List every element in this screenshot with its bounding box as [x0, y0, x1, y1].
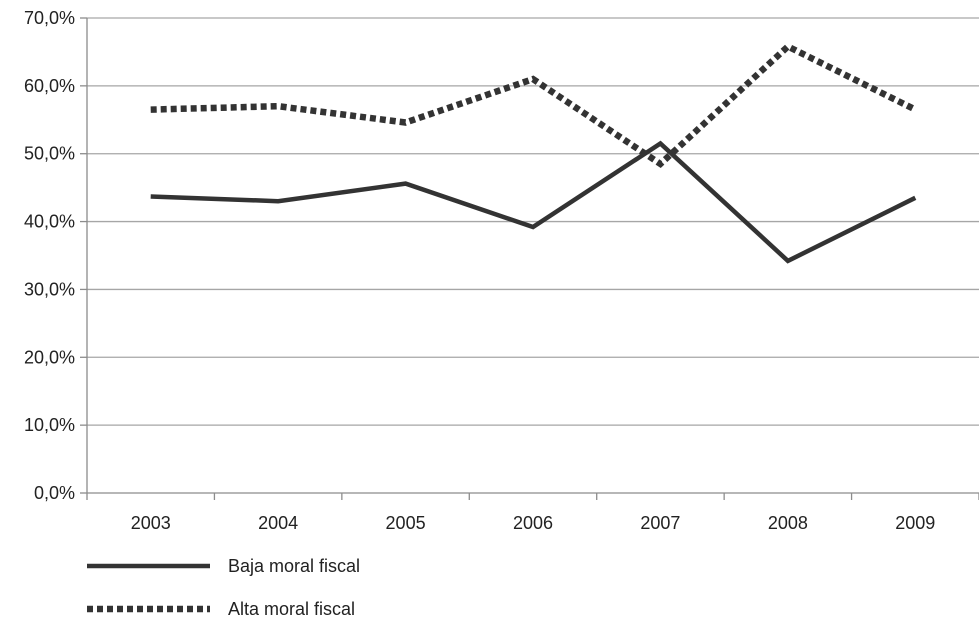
y-tick-label: 10,0% — [24, 415, 75, 435]
x-axis: 2003 2004 2005 2006 2007 2008 2009 — [86, 492, 979, 533]
y-tick-label: 40,0% — [24, 212, 75, 232]
y-tick-label: 20,0% — [24, 347, 75, 367]
x-tick-label: 2003 — [131, 513, 171, 533]
y-tick-label: 50,0% — [24, 144, 75, 164]
legend: Baja moral fiscal Alta moral fiscal — [87, 556, 360, 619]
y-tick-label: 60,0% — [24, 76, 75, 96]
data-point — [913, 107, 918, 112]
y-tick-label: 0,0% — [34, 483, 75, 503]
legend-label: Alta moral fiscal — [228, 599, 355, 619]
y-tick-label: 30,0% — [24, 279, 75, 299]
x-tick-label: 2008 — [768, 513, 808, 533]
gridlines — [87, 17, 979, 426]
x-tick-label: 2007 — [640, 513, 680, 533]
x-tick-label: 2004 — [258, 513, 298, 533]
series-line-solid — [150, 140, 917, 264]
x-tick-label: 2005 — [386, 513, 426, 533]
x-tick-label: 2009 — [895, 513, 935, 533]
x-tick-label: 2006 — [513, 513, 553, 533]
series-lines — [150, 42, 918, 264]
series-line-dotted — [150, 42, 917, 169]
y-tick-label: 70,0% — [24, 8, 75, 28]
legend-label: Baja moral fiscal — [228, 556, 360, 576]
y-axis: 0,0% 10,0% 20,0% 30,0% 40,0% 50,0% 60,0% 70,0% — [24, 8, 88, 503]
